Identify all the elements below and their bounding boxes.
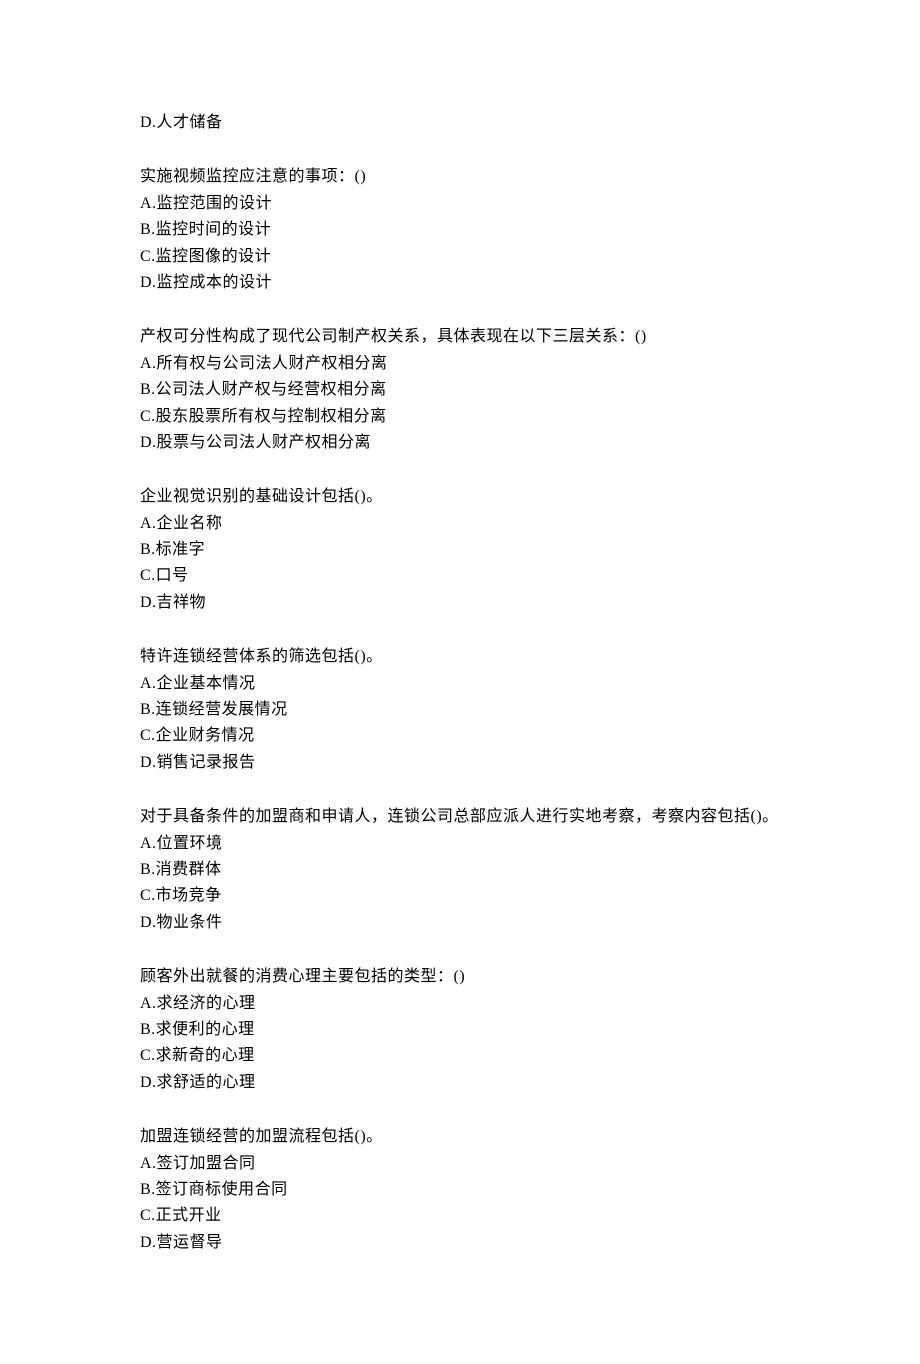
question-block-2: 产权可分性构成了现代公司制产权关系，具体表现在以下三层关系：() A.所有权与公…	[140, 324, 780, 456]
question-option-a: A.位置环境	[140, 831, 780, 857]
question-block-3: 企业视觉识别的基础设计包括()。 A.企业名称 B.标准字 C.口号 D.吉祥物	[140, 484, 780, 616]
question-option-a: A.所有权与公司法人财产权相分离	[140, 351, 780, 377]
question-block-4: 特许连锁经营体系的筛选包括()。 A.企业基本情况 B.连锁经营发展情况 C.企…	[140, 644, 780, 776]
question-option-a: A.求经济的心理	[140, 991, 780, 1017]
question-stem: 特许连锁经营体系的筛选包括()。	[140, 644, 780, 670]
question-stem: 加盟连锁经营的加盟流程包括()。	[140, 1124, 780, 1150]
question-option-c: C.求新奇的心理	[140, 1043, 780, 1069]
question-option-b: B.连锁经营发展情况	[140, 697, 780, 723]
question-option-c: C.市场竞争	[140, 883, 780, 909]
question-stem: 实施视频监控应注意的事项：()	[140, 164, 780, 190]
question-option-a: A.监控范围的设计	[140, 191, 780, 217]
question-option-d: D.营运督导	[140, 1230, 780, 1256]
question-option-d: D.求舒适的心理	[140, 1070, 780, 1096]
question-block-7: 加盟连锁经营的加盟流程包括()。 A.签订加盟合同 B.签订商标使用合同 C.正…	[140, 1124, 780, 1256]
question-option-a: A.企业基本情况	[140, 671, 780, 697]
question-option-b: B.签订商标使用合同	[140, 1177, 780, 1203]
question-option-b: B.求便利的心理	[140, 1017, 780, 1043]
question-option-c: C.正式开业	[140, 1203, 780, 1229]
question-option-d: D.销售记录报告	[140, 750, 780, 776]
question-block-5: 对于具备条件的加盟商和申请人，连锁公司总部应派人进行实地考察，考察内容包括()。…	[140, 804, 780, 936]
question-option-a: A.企业名称	[140, 511, 780, 537]
orphan-option-block: D.人才储备	[140, 110, 780, 136]
question-stem: 对于具备条件的加盟商和申请人，连锁公司总部应派人进行实地考察，考察内容包括()。	[140, 804, 780, 830]
question-stem: 产权可分性构成了现代公司制产权关系，具体表现在以下三层关系：()	[140, 324, 780, 350]
question-option-b: B.消费群体	[140, 857, 780, 883]
question-block-6: 顾客外出就餐的消费心理主要包括的类型：() A.求经济的心理 B.求便利的心理 …	[140, 964, 780, 1096]
question-option-a: A.签订加盟合同	[140, 1151, 780, 1177]
question-option-d: D.股票与公司法人财产权相分离	[140, 430, 780, 456]
question-option-b: B.标准字	[140, 537, 780, 563]
question-option-c: C.口号	[140, 563, 780, 589]
question-option-b: B.公司法人财产权与经营权相分离	[140, 377, 780, 403]
question-option-d: D.吉祥物	[140, 590, 780, 616]
question-option-d: D.监控成本的设计	[140, 270, 780, 296]
question-block-1: 实施视频监控应注意的事项：() A.监控范围的设计 B.监控时间的设计 C.监控…	[140, 164, 780, 296]
question-option-c: C.企业财务情况	[140, 723, 780, 749]
orphan-option-d: D.人才储备	[140, 110, 780, 136]
question-option-b: B.监控时间的设计	[140, 217, 780, 243]
question-stem: 顾客外出就餐的消费心理主要包括的类型：()	[140, 964, 780, 990]
question-option-c: C.监控图像的设计	[140, 244, 780, 270]
question-option-c: C.股东股票所有权与控制权相分离	[140, 404, 780, 430]
question-option-d: D.物业条件	[140, 910, 780, 936]
question-stem: 企业视觉识别的基础设计包括()。	[140, 484, 780, 510]
